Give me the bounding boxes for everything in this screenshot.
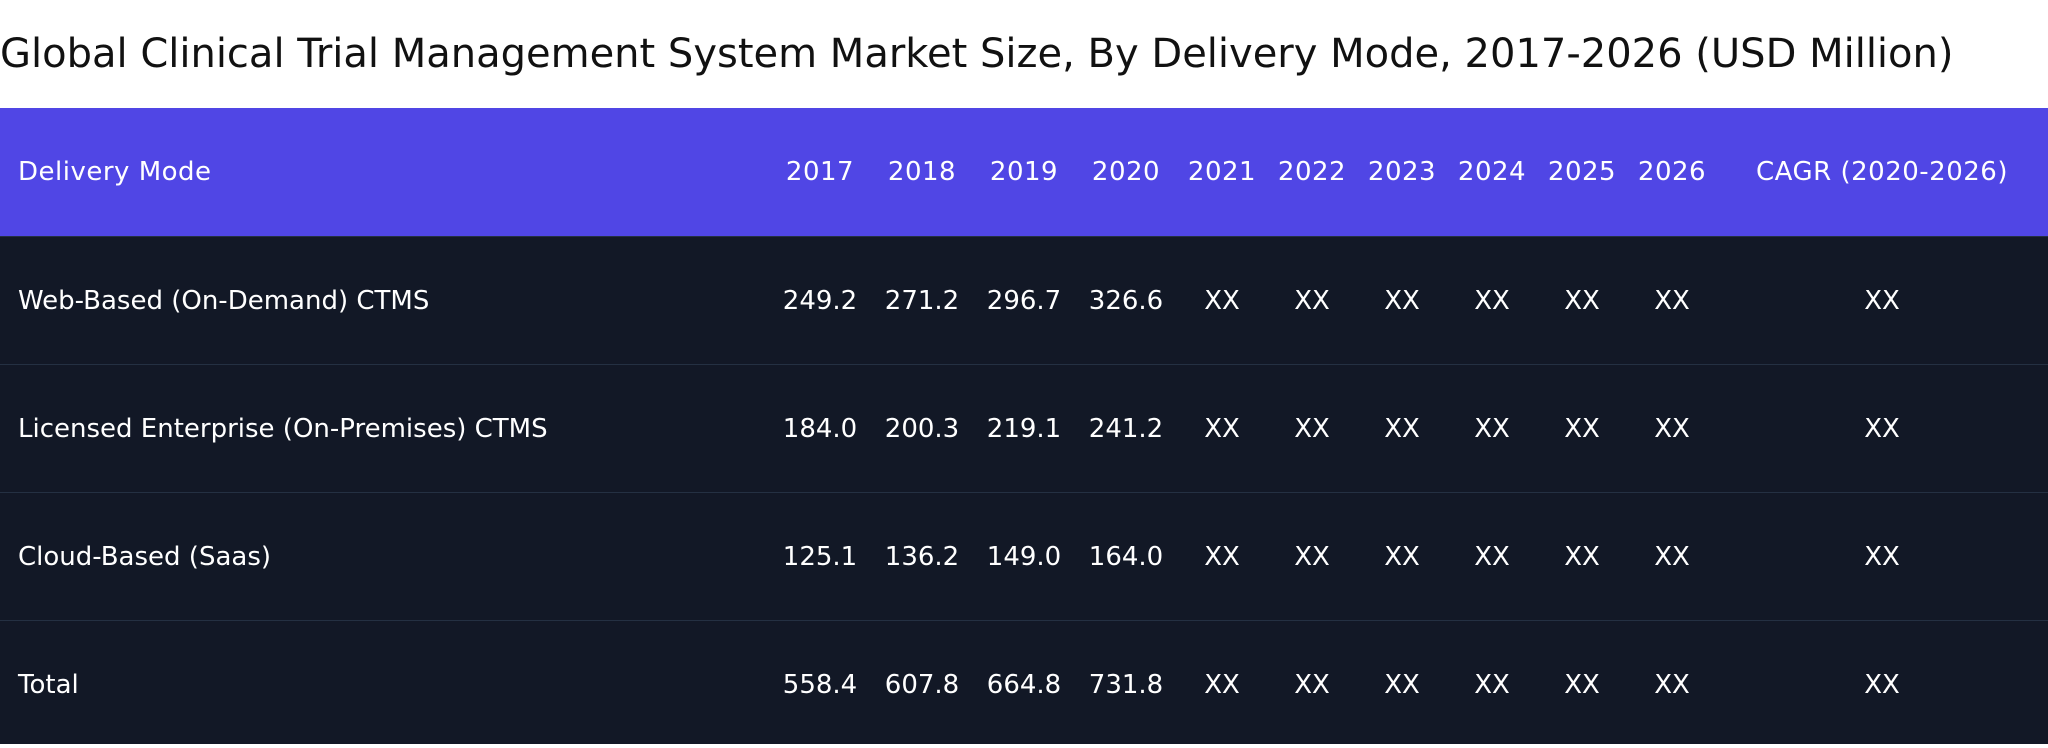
table-cell: XX [1384, 413, 1420, 444]
table-cell: XX [1384, 669, 1420, 700]
table-cell: 149.0 [986, 541, 1062, 572]
column-header: Delivery Mode [18, 157, 212, 187]
table-cell: 184.0 [782, 413, 858, 444]
table-cell: XX [1864, 285, 1900, 316]
table-header-row: Delivery Mode 2017 2018 2019 2020 2021 2022 202… [0, 108, 2048, 236]
column-header: 2021 [1187, 157, 1257, 187]
column-header: 2019 [989, 157, 1059, 187]
table-cell: XX [1654, 285, 1690, 316]
row-label: Web-Based (On-Demand) CTMS [18, 285, 430, 316]
column-header: 2024 [1457, 157, 1527, 187]
table-cell: XX [1864, 541, 1900, 572]
table-cell: XX [1864, 669, 1900, 700]
table-cell: 125.1 [782, 541, 858, 572]
column-header: 2020 [1091, 157, 1161, 187]
column-header: 2017 [785, 157, 855, 187]
table-cell: 136.2 [884, 541, 960, 572]
table-cell: XX [1204, 413, 1240, 444]
table-cell: XX [1654, 669, 1690, 700]
table-cell: XX [1294, 413, 1330, 444]
table-cell: XX [1384, 541, 1420, 572]
table-cell: 731.8 [1088, 669, 1164, 700]
table-cell: 558.4 [782, 669, 858, 700]
column-header: CAGR (2020-2026) [1756, 157, 2008, 187]
table-cell: XX [1204, 541, 1240, 572]
column-header: 2023 [1367, 157, 1437, 187]
table-cell: XX [1384, 285, 1420, 316]
table-row: Web-Based (On-Demand) CTMS 249.2 271.2 296.… [0, 236, 2048, 364]
table-cell: 664.8 [986, 669, 1062, 700]
table-cell: 241.2 [1088, 413, 1164, 444]
data-table: Delivery Mode 2017 2018 2019 2020 2021 2022 202… [0, 108, 2048, 744]
table-cell: XX [1294, 285, 1330, 316]
page-title: Global Clinical Trial Management System … [0, 31, 1954, 77]
table-cell: XX [1564, 669, 1600, 700]
table-cell: XX [1204, 285, 1240, 316]
table-cell: XX [1474, 413, 1510, 444]
column-header: 2025 [1547, 157, 1617, 187]
table-cell: XX [1564, 541, 1600, 572]
table-cell: 271.2 [884, 285, 960, 316]
table-cell: XX [1204, 669, 1240, 700]
table-cell: XX [1654, 541, 1690, 572]
table-cell: XX [1564, 285, 1600, 316]
table-cell: XX [1864, 413, 1900, 444]
table-row: Licensed Enterprise (On-Premises) CTMS 18… [0, 364, 2048, 492]
column-header: 2026 [1637, 157, 1707, 187]
table-cell: 607.8 [884, 669, 960, 700]
table-cell: 219.1 [986, 413, 1062, 444]
column-header: 2022 [1277, 157, 1347, 187]
table-row: Cloud-Based (Saas) 125.1 136.2 149.0 164.0 XX… [0, 492, 2048, 620]
table-cell: 296.7 [986, 285, 1062, 316]
table-cell: XX [1294, 541, 1330, 572]
table-cell: 164.0 [1088, 541, 1164, 572]
table-cell: XX [1474, 669, 1510, 700]
row-label: Total [18, 669, 79, 700]
table-cell: XX [1294, 669, 1330, 700]
table-cell: 249.2 [782, 285, 858, 316]
table-row: Total 558.4 607.8 664.8 731.8 XX XX XX XX XX XX XX [0, 620, 2048, 748]
table-cell: XX [1654, 413, 1690, 444]
table-cell: 200.3 [884, 413, 960, 444]
table-cell: 326.6 [1088, 285, 1164, 316]
column-header: 2018 [887, 157, 957, 187]
table-cell: XX [1564, 413, 1600, 444]
table-cell: XX [1474, 285, 1510, 316]
row-label: Cloud-Based (Saas) [18, 541, 272, 572]
table-cell: XX [1474, 541, 1510, 572]
row-label: Licensed Enterprise (On-Premises) CTMS [18, 413, 548, 444]
